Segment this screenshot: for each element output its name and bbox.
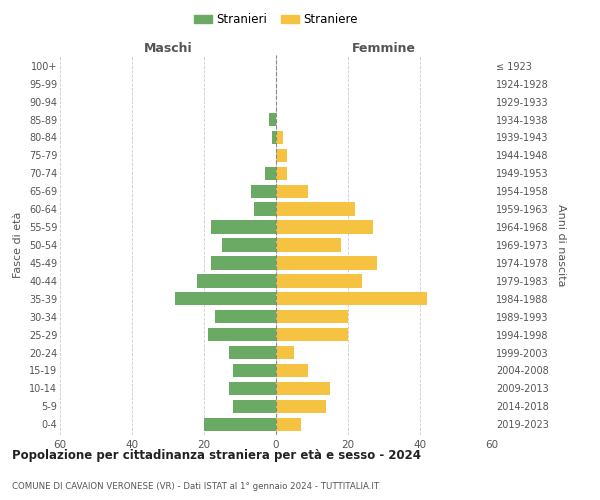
Bar bbox=[265, 166, 276, 180]
Text: Maschi: Maschi bbox=[143, 42, 193, 55]
Bar bbox=[276, 274, 362, 287]
Bar bbox=[204, 418, 276, 431]
Bar bbox=[276, 220, 373, 234]
Bar bbox=[229, 382, 276, 395]
Text: Popolazione per cittadinanza straniera per età e sesso - 2024: Popolazione per cittadinanza straniera p… bbox=[12, 450, 421, 462]
Bar bbox=[276, 418, 301, 431]
Bar bbox=[276, 328, 348, 342]
Bar bbox=[276, 310, 348, 324]
Bar bbox=[222, 238, 276, 252]
Bar bbox=[175, 292, 276, 306]
Bar bbox=[276, 364, 308, 377]
Bar bbox=[276, 256, 377, 270]
Bar bbox=[251, 184, 276, 198]
Legend: Stranieri, Straniere: Stranieri, Straniere bbox=[189, 8, 363, 31]
Bar bbox=[197, 274, 276, 287]
Bar bbox=[276, 130, 283, 144]
Text: COMUNE DI CAVAION VERONESE (VR) - Dati ISTAT al 1° gennaio 2024 - TUTTITALIA.IT: COMUNE DI CAVAION VERONESE (VR) - Dati I… bbox=[12, 482, 379, 491]
Bar bbox=[215, 310, 276, 324]
Bar bbox=[276, 166, 287, 180]
Bar bbox=[276, 148, 287, 162]
Bar bbox=[229, 346, 276, 360]
Bar bbox=[233, 364, 276, 377]
Bar bbox=[233, 400, 276, 413]
Bar bbox=[208, 328, 276, 342]
Bar bbox=[276, 202, 355, 216]
Bar bbox=[211, 256, 276, 270]
Bar bbox=[211, 220, 276, 234]
Bar bbox=[276, 238, 341, 252]
Bar bbox=[276, 346, 294, 360]
Y-axis label: Anni di nascita: Anni di nascita bbox=[556, 204, 566, 286]
Bar bbox=[276, 292, 427, 306]
Bar bbox=[276, 400, 326, 413]
Bar bbox=[276, 382, 330, 395]
Y-axis label: Fasce di età: Fasce di età bbox=[13, 212, 23, 278]
Bar bbox=[276, 184, 308, 198]
Text: Femmine: Femmine bbox=[352, 42, 416, 55]
Bar bbox=[272, 130, 276, 144]
Bar bbox=[254, 202, 276, 216]
Bar bbox=[269, 113, 276, 126]
